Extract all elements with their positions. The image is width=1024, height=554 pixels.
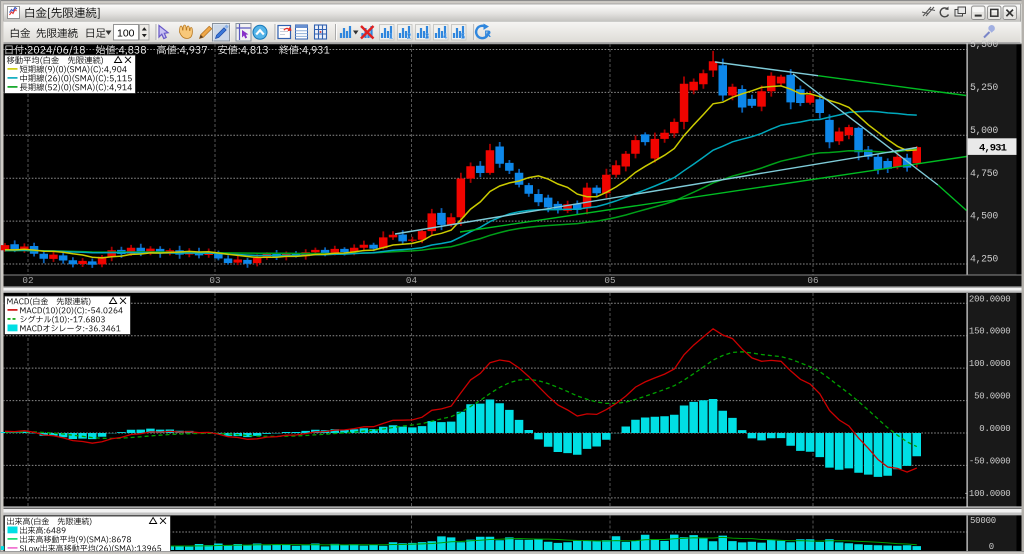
svg-text:0: 0 [989, 542, 994, 552]
svg-text:4,500: 4,500 [970, 211, 998, 222]
svg-text:04: 04 [406, 275, 418, 286]
svg-text:100.0000: 100.0000 [969, 359, 1011, 369]
svg-text:5,500: 5,500 [970, 39, 998, 50]
svg-text:4,931: 4,931 [979, 143, 1007, 155]
svg-text:-50.0000: -50.0000 [969, 456, 1011, 466]
svg-text:-100.0000: -100.0000 [964, 489, 1011, 499]
svg-text:5,000: 5,000 [970, 125, 998, 136]
svg-text:3: 3 [425, 31, 430, 41]
svg-text:4: 4 [443, 31, 448, 41]
svg-text:02: 02 [22, 275, 33, 286]
svg-text:03: 03 [209, 275, 220, 286]
svg-text:05: 05 [604, 275, 615, 286]
svg-text:1: 1 [389, 31, 394, 41]
svg-text:2: 2 [407, 31, 412, 41]
svg-text:5,250: 5,250 [970, 82, 998, 93]
svg-text:150.0000: 150.0000 [969, 327, 1011, 337]
svg-text:R: R [485, 29, 492, 39]
svg-text:200.0000: 200.0000 [969, 294, 1011, 304]
svg-text:5: 5 [461, 31, 466, 41]
svg-text:4,250: 4,250 [970, 254, 998, 265]
svg-text:50.0000: 50.0000 [974, 392, 1010, 402]
svg-text:4,750: 4,750 [970, 168, 998, 179]
svg-text:06: 06 [807, 275, 818, 286]
svg-text:0.0000: 0.0000 [979, 424, 1010, 434]
svg-text:100: 100 [117, 28, 135, 40]
svg-text:50000: 50000 [970, 516, 996, 526]
